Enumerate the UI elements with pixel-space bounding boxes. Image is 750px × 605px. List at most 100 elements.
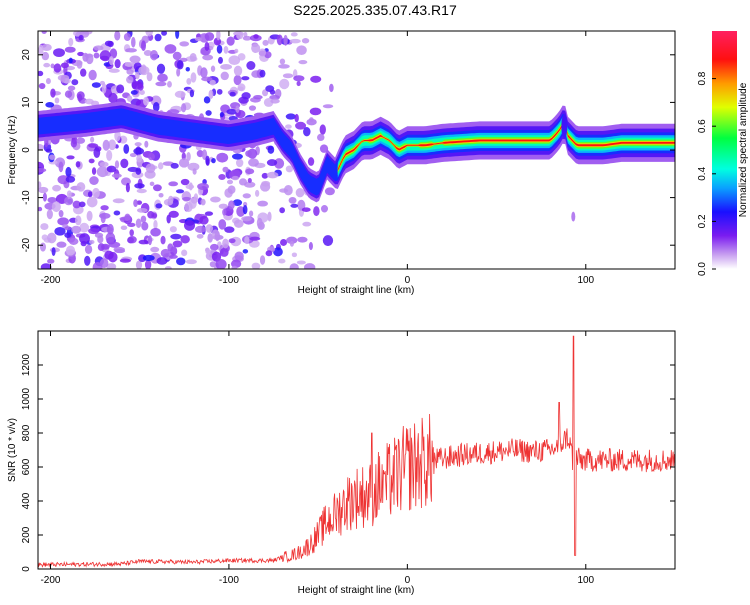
- spectrogram-noise-blob: [219, 111, 225, 118]
- spectrogram-noise-blob: [64, 232, 72, 238]
- spectrogram-noise-blob: [135, 218, 142, 229]
- spectrogram-noise-blob: [185, 259, 197, 265]
- spectrogram-noise-blob: [231, 265, 238, 269]
- spectrogram-noise-blob: [289, 240, 294, 247]
- spectrogram-noise-blob: [288, 197, 297, 204]
- spectrogram-noise-blob: [72, 200, 81, 209]
- spectrogram-noise-blob: [175, 189, 185, 194]
- spectrogram-xtick-label: -200: [40, 275, 60, 286]
- spectrogram-noise-blob: [175, 31, 180, 39]
- spectrogram-noise-blob: [104, 40, 113, 47]
- spectrogram-noise-blob: [75, 215, 82, 226]
- spectrogram-noise-blob: [231, 175, 239, 181]
- spectrogram-noise-blob: [93, 45, 104, 51]
- spectrogram-noise-blob: [120, 225, 128, 231]
- spectrogram-noise-blob: [294, 113, 299, 123]
- spectrogram-noise-blob: [205, 155, 210, 166]
- spectrogram-noise-blob: [276, 34, 283, 46]
- spectrogram-noise-blob: [57, 175, 70, 185]
- spectrogram-noise-blob: [134, 142, 142, 147]
- spectrogram-noise-blob: [285, 113, 296, 120]
- spectrogram-noise-blob: [111, 173, 122, 178]
- spectrogram-noise-blob: [114, 160, 120, 169]
- spectrogram-noise-blob: [227, 185, 236, 194]
- spectrogram-noise-blob: [209, 243, 219, 251]
- spectrogram-noise-blob: [267, 211, 272, 222]
- colorbar: 0.0 0.2 0.4 0.6 0.8 Normalized spectral ampl…: [697, 31, 749, 276]
- spectrogram-ridge-band: [337, 122, 675, 172]
- spectrogram-noise-blob: [40, 223, 49, 230]
- spectrogram-noise-blob: [140, 64, 147, 75]
- spectrogram-noise-blob: [41, 51, 50, 61]
- spectrogram-noise-blob: [127, 236, 137, 244]
- spectrogram-noise-blob: [283, 34, 288, 46]
- spectrogram-noise-blob: [129, 229, 134, 237]
- spectrogram-noise-blob: [293, 75, 305, 82]
- spectrogram-noise-blob: [76, 182, 86, 192]
- spectrogram-noise-blob: [136, 207, 148, 213]
- spectrogram-noise-blob: [66, 155, 75, 160]
- spectrogram-noise-blob: [267, 145, 275, 154]
- spectrogram-noise-blob: [266, 159, 278, 167]
- spectrogram-noise-blob: [125, 48, 137, 53]
- spectrogram-noise-blob: [200, 198, 206, 206]
- snr-ytick-label: 400: [21, 492, 32, 509]
- spectrogram-noise-blob: [259, 69, 266, 78]
- spectrogram-noise-blob: [301, 38, 310, 44]
- spectrogram-noise-blob: [126, 69, 134, 75]
- spectrogram-noise-blob: [157, 162, 164, 170]
- spectrogram-noise-blob: [149, 49, 159, 61]
- spectrogram-noise-blob: [108, 92, 118, 104]
- spectrogram-noise-blob: [124, 213, 131, 221]
- spectrogram-noise-blob: [167, 80, 172, 88]
- spectrogram-noise-blob: [266, 171, 279, 179]
- snr-xtick-label: -200: [40, 575, 60, 586]
- spectrogram-noise-blob: [79, 222, 90, 233]
- spectrogram-noise-blob: [203, 96, 211, 104]
- spectrogram-noise-blob: [78, 34, 84, 41]
- spectrogram-noise-blob: [322, 235, 334, 246]
- spectrogram-noise-blob: [274, 158, 285, 169]
- spectrogram-noise-blob: [214, 230, 221, 242]
- spectrogram-noise-blob: [47, 232, 57, 244]
- spectrogram-noise-blob: [127, 166, 139, 173]
- spectrogram-noise-blob: [319, 144, 329, 153]
- spectrogram-noise-blob: [178, 158, 190, 168]
- spectrogram-noise-blob: [38, 70, 44, 77]
- spectrogram-noise-blob: [228, 55, 241, 66]
- spectrogram-noise-blob: [226, 108, 238, 115]
- spectrogram-ridge-band: [337, 117, 675, 178]
- spectrogram-noise-blob: [245, 168, 255, 175]
- spectrogram-noise-blob: [224, 226, 235, 233]
- spectrogram-noise-blob: [218, 203, 228, 209]
- spectrogram-noise-blob: [232, 199, 243, 207]
- snr-ytick-label: 800: [21, 424, 32, 441]
- spectrogram-noise-blob: [93, 147, 101, 159]
- spectrogram-noise-blob: [155, 203, 163, 209]
- spectrogram-noise-blob: [259, 255, 266, 265]
- spectrogram-noise-blob: [324, 187, 335, 196]
- spectrogram-noise-blob: [297, 236, 308, 243]
- spectrogram-noise-blob: [144, 140, 149, 148]
- spectrogram-noise-blob: [295, 187, 305, 198]
- spectrogram-noise-blob: [182, 196, 191, 201]
- spectrogram-noise-blob: [302, 221, 312, 227]
- spectrogram-noise-blob: [310, 75, 322, 83]
- spectrogram-noise-blob: [235, 105, 240, 114]
- spectrogram-noise-blob: [220, 63, 233, 70]
- spectrogram-noise-blob: [58, 161, 64, 173]
- spectrogram-noise-blob: [317, 133, 325, 142]
- spectrogram-noise-blob: [80, 68, 87, 77]
- spectrogram-noise-blob: [220, 71, 229, 81]
- spectrogram-noise-blob: [84, 255, 91, 266]
- spectrogram-noise-blob: [253, 94, 263, 100]
- spectrogram-noise-blob: [211, 158, 216, 164]
- spectrogram-noise-blob: [129, 55, 141, 64]
- spectrogram-noise-blob: [226, 36, 235, 46]
- spectrogram-noise-blob: [241, 92, 251, 100]
- spectrogram-noise-blob: [76, 60, 83, 69]
- spectrogram-noise-blob: [68, 37, 74, 47]
- spectrogram-noise-blob: [106, 223, 114, 235]
